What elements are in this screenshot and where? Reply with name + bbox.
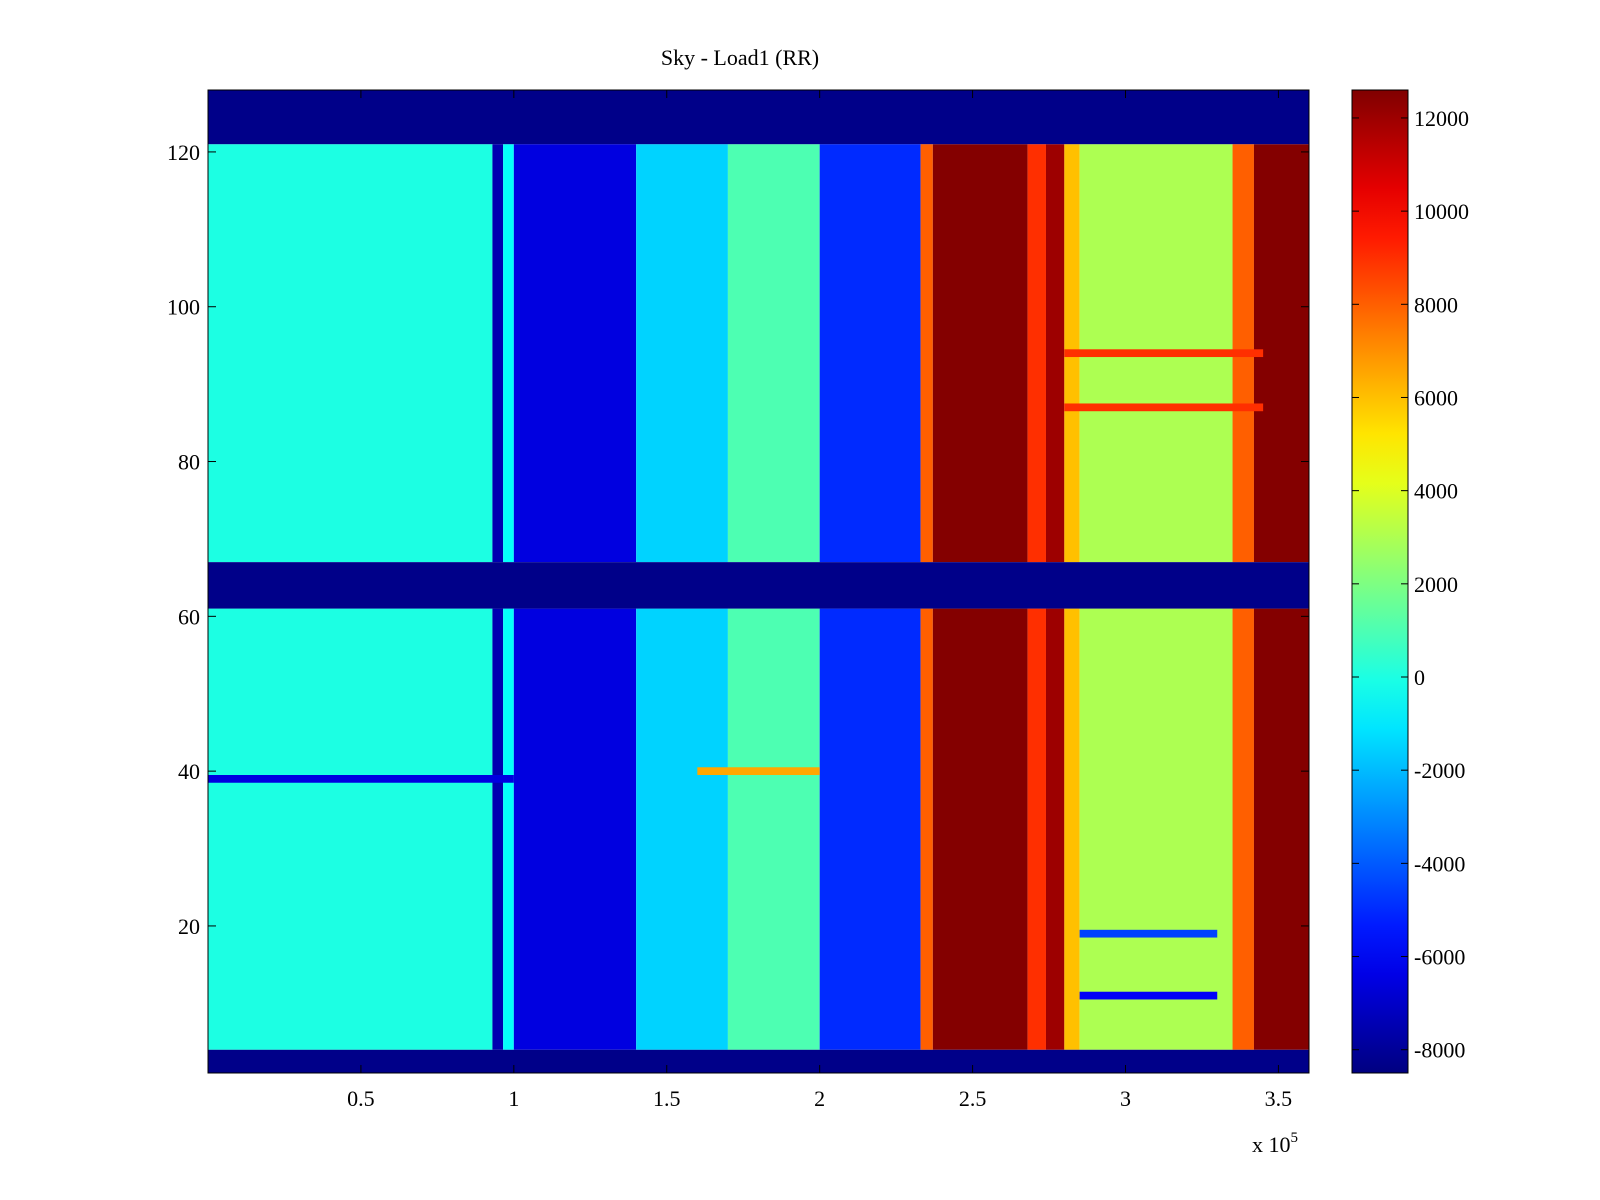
x-scale-exponent: 5 bbox=[1291, 1130, 1299, 1146]
x-tick-label: 2 bbox=[814, 1086, 825, 1111]
heatmap-column-band bbox=[492, 144, 504, 563]
heatmap-column-band bbox=[1045, 608, 1065, 1050]
heatmap-row-feature bbox=[1079, 929, 1218, 938]
heatmap-column-band bbox=[636, 608, 728, 1050]
heatmap-row-feature bbox=[1064, 403, 1264, 412]
x-tick-label: 3.5 bbox=[1265, 1086, 1293, 1111]
heatmap-column-band bbox=[503, 144, 514, 563]
heatmap-column-band bbox=[1253, 608, 1309, 1050]
heatmap-column-band bbox=[1064, 608, 1080, 1050]
colorbar-tick-label: -8000 bbox=[1414, 1038, 1465, 1063]
heatmap-row-feature bbox=[208, 775, 514, 783]
colorbar-axis: 12000 10000 8000 6000 4000 2000 0 -2000 -4000 -60… bbox=[1352, 106, 1469, 1063]
y-tick-label: 20 bbox=[178, 914, 200, 939]
heatmap-column-band bbox=[503, 608, 514, 1050]
colorbar-tick-label: 8000 bbox=[1414, 292, 1458, 317]
heatmap-column-band bbox=[513, 144, 637, 563]
y-tick-label: 40 bbox=[178, 759, 200, 784]
heatmap-column-band bbox=[819, 608, 921, 1050]
colorbar-tick-label: -6000 bbox=[1414, 945, 1465, 970]
heatmap-masked-row bbox=[208, 562, 1309, 609]
heatmap-column-band bbox=[1079, 608, 1233, 1050]
heatmap-column-band bbox=[1027, 144, 1046, 563]
heatmap-column-band bbox=[920, 144, 933, 563]
heatmap-column-band bbox=[513, 608, 637, 1050]
y-tick-label: 120 bbox=[167, 140, 200, 165]
heatmap-column-band bbox=[1232, 608, 1254, 1050]
colorbar-tick-label: 10000 bbox=[1414, 199, 1469, 224]
heatmap-row-feature bbox=[1064, 349, 1264, 358]
x-tick-label: 1.5 bbox=[653, 1086, 681, 1111]
colorbar-tick-label: 6000 bbox=[1414, 385, 1458, 410]
heatmap-masked-row bbox=[208, 1049, 1309, 1073]
y-tick-label: 100 bbox=[167, 295, 200, 320]
chart-title: Sky - Load1 (RR) bbox=[661, 45, 819, 70]
heatmap-column-band bbox=[932, 144, 1028, 563]
heatmap-column-band bbox=[208, 608, 493, 1050]
colorbar-tick-label: -4000 bbox=[1414, 851, 1465, 876]
heatmap-row-feature bbox=[697, 767, 820, 776]
heatmap-column-band bbox=[1027, 608, 1046, 1050]
heatmap-column-band bbox=[727, 144, 820, 563]
colorbar-tick-label: 4000 bbox=[1414, 479, 1458, 504]
heatmap-column-band bbox=[932, 608, 1028, 1050]
x-tick-label: 2.5 bbox=[959, 1086, 987, 1111]
heatmap-column-band bbox=[727, 608, 820, 1050]
heatmap-column-band bbox=[208, 144, 493, 563]
plot-frame bbox=[207, 89, 1310, 1074]
heatmap-column-band bbox=[636, 144, 728, 563]
colorbar-tick-label: 12000 bbox=[1414, 106, 1469, 131]
heatmap-masked-row bbox=[208, 90, 1309, 145]
colorbar-tick-label: -2000 bbox=[1414, 758, 1465, 783]
heatmap-cells bbox=[208, 90, 1309, 1073]
heatmap-column-band bbox=[492, 608, 504, 1050]
heatmap-column-band bbox=[819, 144, 921, 563]
x-tick-label: 0.5 bbox=[347, 1086, 375, 1111]
heatmap-column-band bbox=[920, 608, 933, 1050]
y-tick-label: 60 bbox=[178, 604, 200, 629]
heatmap-row-feature bbox=[1079, 991, 1218, 1000]
x-tick-label: 1 bbox=[508, 1086, 519, 1111]
x-axis: 0.5 1 1.5 2 2.5 3 3.5 bbox=[347, 90, 1292, 1111]
x-tick-label: 3 bbox=[1120, 1086, 1131, 1111]
x-scale-base: x 10 bbox=[1252, 1132, 1291, 1157]
y-tick-label: 80 bbox=[178, 450, 200, 475]
x-axis-scale-note: x 105 bbox=[1252, 1130, 1298, 1157]
heatmap-column-band bbox=[1045, 144, 1065, 563]
colorbar-tick-label: 0 bbox=[1414, 665, 1425, 690]
colorbar-tick-label: 2000 bbox=[1414, 572, 1458, 597]
colorbar bbox=[1351, 89, 1409, 1074]
y-axis: 20 40 60 80 100 120 bbox=[167, 140, 1309, 939]
